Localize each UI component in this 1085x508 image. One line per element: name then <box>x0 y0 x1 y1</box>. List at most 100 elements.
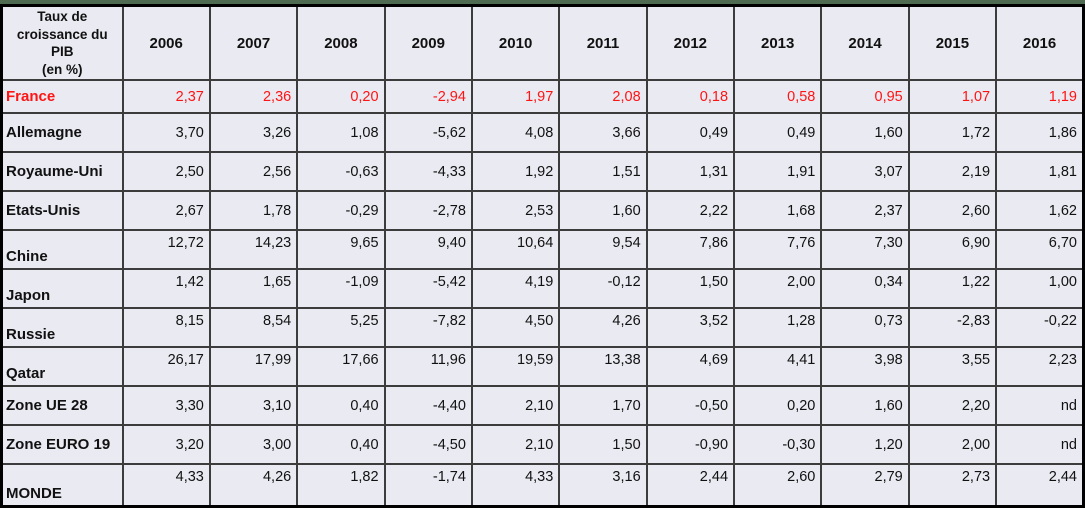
table-row: Zone UE 28 3,30 3,10 0,40 -4,40 2,10 1,70 -0,50… <box>0 385 1085 427</box>
table-row: Qatar 26,17 17,99 17,66 11,96 19,59 13,38 4,69 4… <box>0 346 1085 388</box>
value-cell: 3,26 <box>208 112 299 154</box>
value-cell: 5,25 <box>296 307 386 349</box>
value-cell: 4,41 <box>733 346 823 388</box>
value-cell: 3,98 <box>820 346 910 388</box>
value-cell: 2,22 <box>645 190 736 232</box>
value-cell: 1,68 <box>733 190 823 232</box>
value-cell: 1,28 <box>733 307 823 349</box>
value-cell: 1,72 <box>907 112 998 154</box>
value-cell: 2,10 <box>470 385 561 427</box>
value-cell: 0,34 <box>820 268 910 310</box>
table-row: Royaume-Uni 2,50 2,56 -0,63 -4,33 1,92 1,51 1,3… <box>0 151 1085 193</box>
value-cell: 0,58 <box>733 79 823 115</box>
value-cell: 13,38 <box>558 346 648 388</box>
year-header-2013: 2013 <box>733 4 823 82</box>
gdp-growth-table-container: Taux de croissance du PIB (en %) 2006 2007 20… <box>0 4 1085 508</box>
year-header-2007: 2007 <box>208 4 299 82</box>
value-cell: 0,40 <box>296 424 386 466</box>
value-cell: 4,33 <box>470 463 561 508</box>
table-row: Allemagne 3,70 3,26 1,08 -5,62 4,08 3,66 0,49 0,… <box>0 112 1085 154</box>
row-label: Chine <box>0 229 124 271</box>
value-cell: -2,78 <box>383 190 473 232</box>
value-cell: 1,60 <box>820 385 910 427</box>
year-header-2009: 2009 <box>383 4 473 82</box>
value-cell: 9,65 <box>296 229 386 271</box>
value-cell: 6,70 <box>995 229 1085 271</box>
value-cell: 4,26 <box>208 463 299 508</box>
value-cell: 0,20 <box>296 79 386 115</box>
table-title-line: (en %) <box>42 61 83 77</box>
value-cell: -0,12 <box>558 268 648 310</box>
value-cell: 2,19 <box>907 151 998 193</box>
table-row: Zone EURO 19 3,20 3,00 0,40 -4,50 2,10 1,50 -0,… <box>0 424 1085 466</box>
value-cell: 2,23 <box>995 346 1085 388</box>
value-cell: 11,96 <box>383 346 473 388</box>
row-label: Russie <box>0 307 124 349</box>
value-cell: 7,30 <box>820 229 910 271</box>
table-title-line: croissance du PIB <box>16 26 108 60</box>
value-cell: nd <box>995 385 1085 427</box>
value-cell: 2,44 <box>645 463 736 508</box>
header-row: Taux de croissance du PIB (en %) 2006 2007 20… <box>0 4 1085 82</box>
value-cell: 4,69 <box>645 346 736 388</box>
value-cell: 17,99 <box>208 346 299 388</box>
value-cell: -7,82 <box>383 307 473 349</box>
value-cell: 4,26 <box>558 307 648 349</box>
value-cell: 1,70 <box>558 385 648 427</box>
value-cell: -0,29 <box>296 190 386 232</box>
value-cell: 3,00 <box>208 424 299 466</box>
table-row: Russie 8,15 8,54 5,25 -7,82 4,50 4,26 3,52 1,28 0… <box>0 307 1085 349</box>
table-title-line: Taux de <box>37 9 88 24</box>
row-label: Zone EURO 19 <box>0 424 124 466</box>
value-cell: 2,36 <box>208 79 299 115</box>
table-header: Taux de croissance du PIB (en %) 2006 2007 20… <box>0 4 1085 82</box>
value-cell: 0,18 <box>645 79 736 115</box>
gdp-growth-table: Taux de croissance du PIB (en %) 2006 2007 20… <box>0 4 1085 508</box>
value-cell: 0,95 <box>820 79 910 115</box>
value-cell: -0,22 <box>995 307 1085 349</box>
row-label: Japon <box>0 268 124 310</box>
value-cell: 9,54 <box>558 229 648 271</box>
value-cell: 3,70 <box>121 112 211 154</box>
value-cell: 1,60 <box>558 190 648 232</box>
value-cell: 1,91 <box>733 151 823 193</box>
year-header-2012: 2012 <box>645 4 736 82</box>
value-cell: 1,81 <box>995 151 1085 193</box>
value-cell: 1,62 <box>995 190 1085 232</box>
table-row: Etats-Unis 2,67 1,78 -0,29 -2,78 2,53 1,60 2,22… <box>0 190 1085 232</box>
value-cell: 1,50 <box>558 424 648 466</box>
value-cell: -0,50 <box>645 385 736 427</box>
value-cell: 2,50 <box>121 151 211 193</box>
value-cell: 1,20 <box>820 424 910 466</box>
table-row: Chine 12,72 14,23 9,65 9,40 10,64 9,54 7,86 7,76… <box>0 229 1085 271</box>
value-cell: -5,62 <box>383 112 473 154</box>
value-cell: 2,60 <box>907 190 998 232</box>
value-cell: 2,10 <box>470 424 561 466</box>
value-cell: 3,52 <box>645 307 736 349</box>
value-cell: 1,07 <box>907 79 998 115</box>
value-cell: 2,44 <box>995 463 1085 508</box>
value-cell: 1,86 <box>995 112 1085 154</box>
value-cell: 4,19 <box>470 268 561 310</box>
value-cell: 3,16 <box>558 463 648 508</box>
value-cell: 7,86 <box>645 229 736 271</box>
value-cell: 2,60 <box>733 463 823 508</box>
value-cell: 1,42 <box>121 268 211 310</box>
value-cell: 1,65 <box>208 268 299 310</box>
table-body: France 2,37 2,36 0,20 -2,94 1,97 2,08 0,18 0,58 0… <box>0 79 1085 508</box>
value-cell: 12,72 <box>121 229 211 271</box>
year-header-2008: 2008 <box>296 4 386 82</box>
value-cell: 2,37 <box>820 190 910 232</box>
value-cell: 19,59 <box>470 346 561 388</box>
value-cell: 2,56 <box>208 151 299 193</box>
value-cell: -1,09 <box>296 268 386 310</box>
value-cell: 6,90 <box>907 229 998 271</box>
value-cell: 1,82 <box>296 463 386 508</box>
value-cell: 3,30 <box>121 385 211 427</box>
value-cell: 1,22 <box>907 268 998 310</box>
value-cell: 0,20 <box>733 385 823 427</box>
value-cell: 1,97 <box>470 79 561 115</box>
value-cell: 4,33 <box>121 463 211 508</box>
value-cell: 1,50 <box>645 268 736 310</box>
